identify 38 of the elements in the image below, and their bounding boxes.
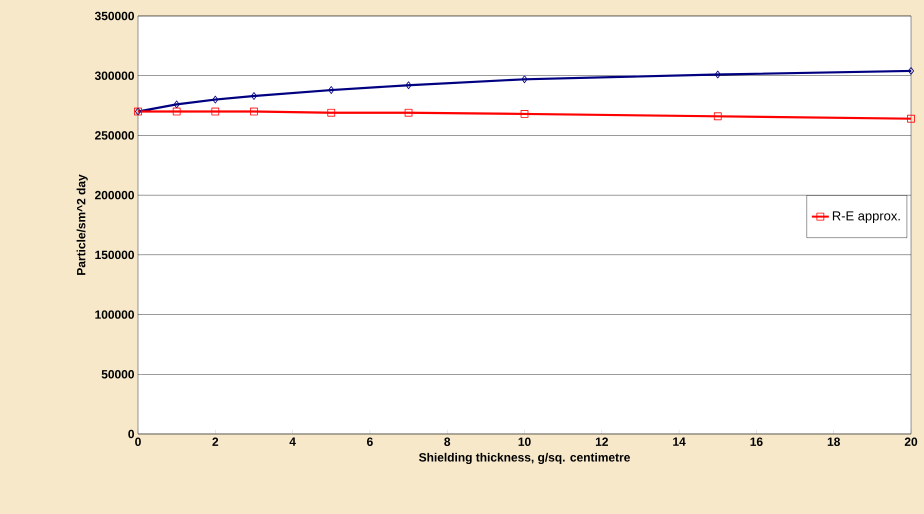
x-tick-label: 8 xyxy=(444,438,450,446)
y-tick-label: 200000 xyxy=(95,190,134,200)
y-tick-label: 50000 xyxy=(102,370,134,378)
y-axis-title: Particle/sm^2 day xyxy=(76,174,88,275)
y-tick-label: 250000 xyxy=(95,131,134,140)
point xyxy=(521,75,528,84)
x-tick-label: 0 xyxy=(135,438,141,446)
point xyxy=(714,70,721,78)
y-tick-label: 300000 xyxy=(94,71,134,80)
point xyxy=(406,81,412,90)
y-tick-label: 0 xyxy=(128,430,134,438)
x-tick-label: 4 xyxy=(289,438,296,446)
point xyxy=(714,112,722,120)
point xyxy=(404,108,412,117)
x-tick-label: 14 xyxy=(673,438,686,446)
x-axis-title: Shielding thickness, g/sq. centimetre xyxy=(419,452,630,464)
legend-label: R-E approx. xyxy=(832,211,900,224)
point xyxy=(172,108,181,116)
x-tick-label: 6 xyxy=(367,438,373,446)
point xyxy=(520,110,528,118)
point xyxy=(211,108,220,116)
point xyxy=(908,67,914,75)
x-tick-label: 10 xyxy=(518,438,531,446)
y-tick-label: 100000 xyxy=(95,310,134,319)
point xyxy=(212,96,218,104)
x-tick-label: 18 xyxy=(828,438,840,446)
y-tick-label: 350000 xyxy=(94,12,134,20)
x-tick-label: 20 xyxy=(904,438,918,446)
y-tick-label: 150000 xyxy=(95,250,134,260)
x-tick-label: 12 xyxy=(596,438,608,446)
point xyxy=(250,92,257,100)
x-tick-label: 16 xyxy=(750,438,763,446)
point xyxy=(328,86,334,94)
x-tick-label: 2 xyxy=(212,438,218,446)
point xyxy=(907,114,915,123)
point xyxy=(327,108,336,117)
point xyxy=(250,108,258,116)
point xyxy=(174,100,180,108)
